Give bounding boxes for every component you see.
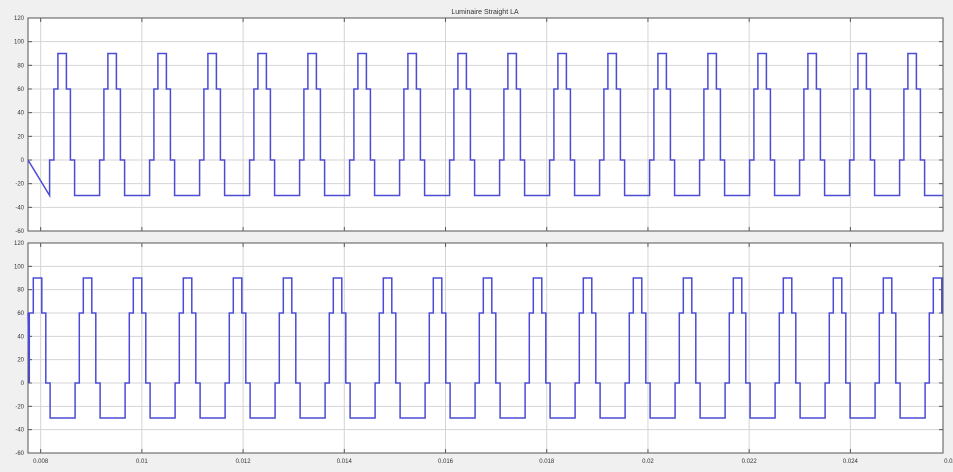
y-tick-label: -60 xyxy=(15,451,24,457)
y-tick-label: 20 xyxy=(17,134,24,140)
y-tick-label: -20 xyxy=(15,404,24,410)
y-tick-label: 80 xyxy=(17,288,24,294)
chart-top: Luminaire Straight LA -60 -40 -20 0 20 40 60 80… xyxy=(14,9,944,235)
y-tick-label: 100 xyxy=(14,40,25,46)
y-tick-label: 40 xyxy=(17,111,24,117)
x-tick-label: 0.014 xyxy=(337,459,353,465)
y-tick-label: -60 xyxy=(15,229,24,235)
y-tick-label: -20 xyxy=(15,182,24,188)
series-line-top xyxy=(27,52,943,199)
chart-title: Luminaire Straight LA xyxy=(451,9,519,16)
plot-area-top xyxy=(27,17,944,232)
y-tick-label: 120 xyxy=(14,16,25,22)
x-tick-label: 0.024 xyxy=(843,459,859,465)
x-ticks-top xyxy=(40,18,851,231)
y-tick-label: 0 xyxy=(21,381,25,387)
y-tick-label: 100 xyxy=(14,264,25,270)
y-ticks-top: -60 -40 -20 0 20 40 60 80 100 120 xyxy=(14,16,943,235)
x-ticks-bottom: 0.008 0.01 0.012 0.014 0.016 0.018 0.02 0.022 0.… xyxy=(33,243,953,465)
x-tick-label: 0.02 xyxy=(642,459,654,465)
series-line-bottom xyxy=(27,277,943,419)
x-tick-label: 0.022 xyxy=(742,459,758,465)
x-tick-label: 0.012 xyxy=(236,459,252,465)
plot-area-bottom xyxy=(27,242,944,454)
y-tick-label: 0 xyxy=(21,158,25,164)
y-tick-label: 60 xyxy=(17,87,24,93)
x-tick-label: 0.008 xyxy=(33,459,49,465)
y-tick-label: 40 xyxy=(17,334,24,340)
y-tick-label: -40 xyxy=(15,205,24,211)
x-tick-label: 0.018 xyxy=(539,459,555,465)
y-tick-label: 20 xyxy=(17,358,24,364)
y-tick-label: 80 xyxy=(17,63,24,69)
grid-bottom xyxy=(28,243,943,453)
x-tick-label: 0.016 xyxy=(438,459,454,465)
y-tick-label: -40 xyxy=(15,428,24,434)
x-tick-label: 0.026 xyxy=(944,459,953,465)
x-tick-label: 0.01 xyxy=(136,459,148,465)
y-tick-label: 120 xyxy=(14,241,25,247)
y-tick-label: 60 xyxy=(17,311,24,317)
